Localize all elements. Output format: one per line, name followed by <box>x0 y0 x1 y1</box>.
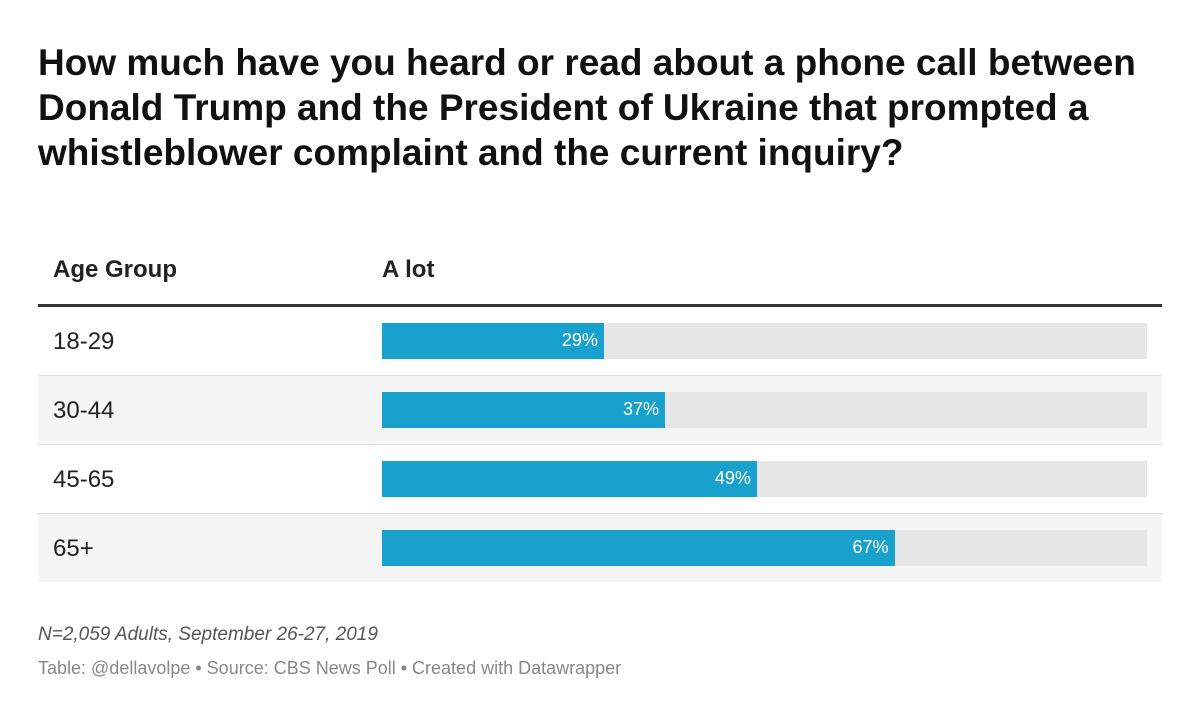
bar-track: 67% <box>382 530 1147 566</box>
bar-value-label: 37% <box>623 399 660 419</box>
table-header: Age Group A lot <box>38 240 1162 307</box>
column-header-age-group[interactable]: Age Group <box>53 256 177 283</box>
table-body: 18-29 29% 30-44 37% 45-65 49% 65+ 67% <box>38 307 1162 582</box>
bar-track: 29% <box>382 323 1147 359</box>
bar[interactable]: 67% <box>382 530 895 566</box>
source-footer: Table: @dellavolpe • Source: CBS News Po… <box>38 658 622 678</box>
row-label-age-group: 30-44 <box>53 397 115 424</box>
bar[interactable]: 49% <box>382 461 757 497</box>
bar-track: 37% <box>382 392 1147 428</box>
bar[interactable]: 29% <box>382 323 604 359</box>
row-label-age-group: 65+ <box>53 535 94 562</box>
bar-value-label: 29% <box>561 330 598 350</box>
column-header-a-lot[interactable]: A lot <box>382 256 435 283</box>
bar-value-label: 49% <box>714 468 751 488</box>
table-row: 30-44 37% <box>38 376 1162 445</box>
row-label-age-group: 18-29 <box>53 328 115 355</box>
data-table: Age Group A lot 18-29 29% 30-44 37% 45-65 49%… <box>38 240 1162 582</box>
table-row: 65+ 67% <box>38 514 1162 582</box>
bar-track: 49% <box>382 461 1147 497</box>
bar-value-label: 67% <box>852 537 889 557</box>
bar[interactable]: 37% <box>382 392 666 428</box>
table-row: 45-65 49% <box>38 445 1162 514</box>
table-row: 18-29 29% <box>38 307 1162 376</box>
row-label-age-group: 45-65 <box>53 466 115 493</box>
chart-title: How much have you heard or read about a … <box>38 42 1136 173</box>
sample-note: N=2,059 Adults, September 26-27, 2019 <box>38 624 378 645</box>
